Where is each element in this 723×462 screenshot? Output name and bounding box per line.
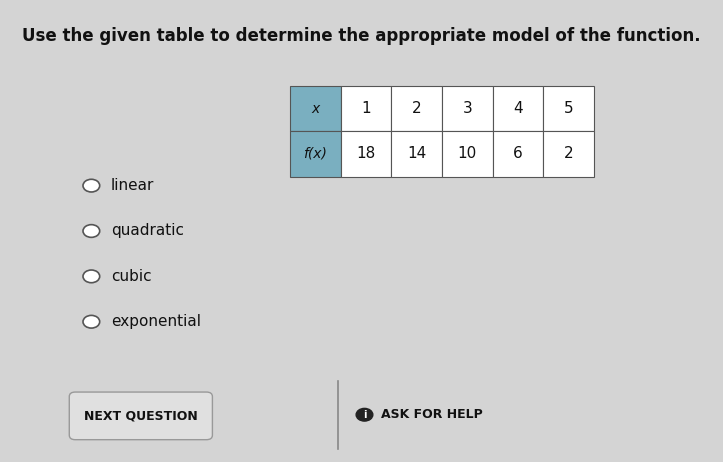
Text: i: i bbox=[363, 410, 367, 420]
FancyBboxPatch shape bbox=[492, 131, 544, 176]
FancyBboxPatch shape bbox=[492, 86, 544, 131]
Circle shape bbox=[83, 179, 100, 192]
Text: 14: 14 bbox=[407, 146, 427, 161]
Text: 10: 10 bbox=[458, 146, 477, 161]
Text: exponential: exponential bbox=[111, 314, 201, 329]
FancyBboxPatch shape bbox=[544, 131, 594, 176]
Text: 6: 6 bbox=[513, 146, 523, 161]
Text: cubic: cubic bbox=[111, 269, 152, 284]
Circle shape bbox=[83, 316, 100, 328]
FancyBboxPatch shape bbox=[442, 86, 492, 131]
Text: NEXT QUESTION: NEXT QUESTION bbox=[84, 409, 197, 422]
Text: Use the given table to determine the appropriate model of the function.: Use the given table to determine the app… bbox=[22, 27, 701, 45]
Text: 2: 2 bbox=[412, 101, 422, 116]
Text: x: x bbox=[311, 102, 320, 116]
FancyBboxPatch shape bbox=[544, 86, 594, 131]
Text: 5: 5 bbox=[564, 101, 573, 116]
Text: ASK FOR HELP: ASK FOR HELP bbox=[381, 408, 483, 421]
FancyBboxPatch shape bbox=[442, 131, 492, 176]
Text: f(x): f(x) bbox=[304, 147, 328, 161]
FancyBboxPatch shape bbox=[290, 131, 341, 176]
Circle shape bbox=[83, 225, 100, 237]
Text: quadratic: quadratic bbox=[111, 224, 184, 238]
Text: linear: linear bbox=[111, 178, 155, 193]
FancyBboxPatch shape bbox=[391, 86, 442, 131]
Circle shape bbox=[356, 408, 373, 421]
Text: 4: 4 bbox=[513, 101, 523, 116]
Text: 3: 3 bbox=[463, 101, 472, 116]
Circle shape bbox=[83, 270, 100, 283]
FancyBboxPatch shape bbox=[69, 392, 213, 440]
Text: 18: 18 bbox=[356, 146, 375, 161]
FancyBboxPatch shape bbox=[391, 131, 442, 176]
Text: 2: 2 bbox=[564, 146, 573, 161]
FancyBboxPatch shape bbox=[341, 131, 391, 176]
FancyBboxPatch shape bbox=[341, 86, 391, 131]
FancyBboxPatch shape bbox=[290, 86, 341, 131]
Text: 1: 1 bbox=[362, 101, 371, 116]
